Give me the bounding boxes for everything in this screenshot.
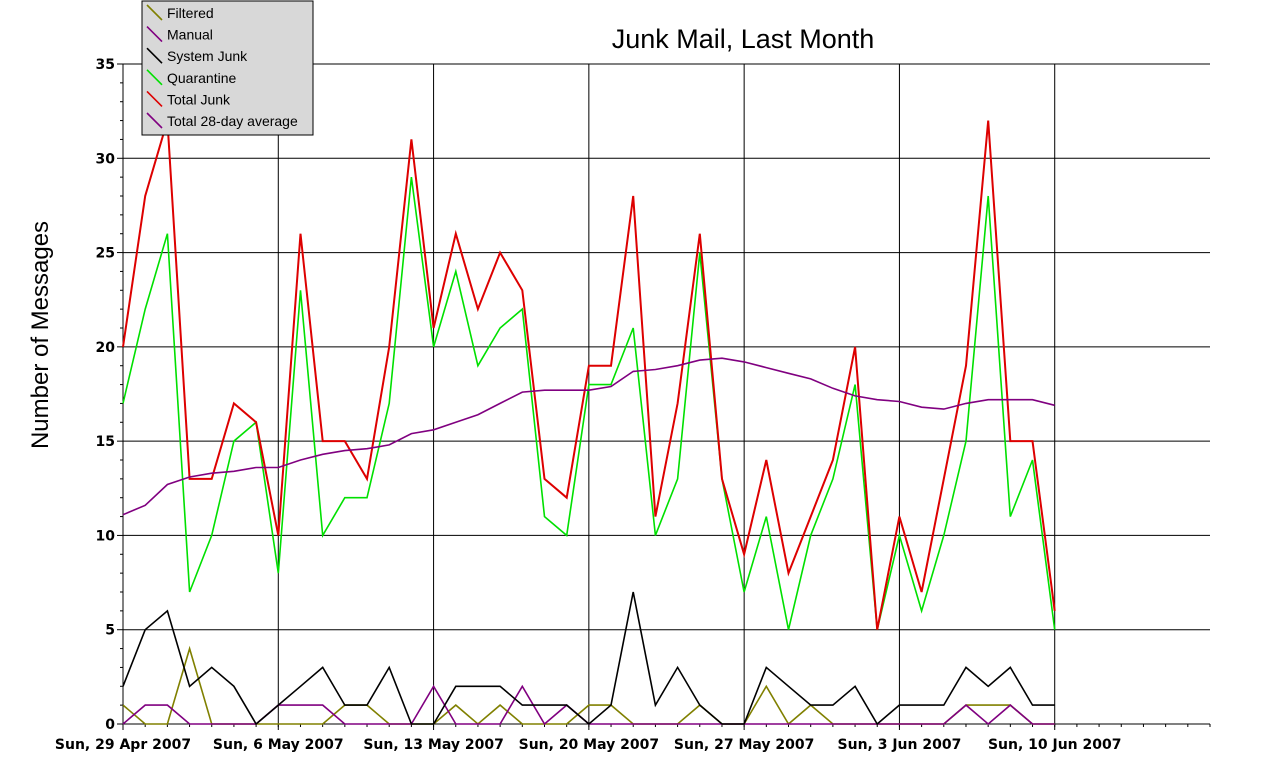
series-line-quarantine	[122, 176, 1056, 630]
y-axis-label: Number of Messages	[27, 221, 54, 449]
legend-label-filtered: Filtered	[167, 5, 214, 21]
y-tick-label: 35	[96, 57, 115, 73]
y-axis-ticks: 0 5 10 15 20 25 30 35	[96, 57, 123, 733]
series-line-total-28-day-average	[122, 357, 1055, 516]
legend: Filtered Manual System Junk Quarantine Total…	[141, 0, 314, 136]
chart-title: Junk Mail, Last Month	[612, 24, 875, 54]
legend-swatch-quarantine	[146, 69, 163, 86]
x-tick-label: Sun, 29 Apr 2007	[55, 737, 191, 753]
y-tick-label: 0	[105, 717, 115, 733]
y-tick-label: 15	[96, 434, 115, 450]
y-tick-label: 10	[96, 528, 116, 544]
x-tick-label: Sun, 13 May 2007	[363, 737, 503, 753]
series-line-system-junk	[122, 591, 1055, 726]
legend-label-quarantine: Quarantine	[167, 70, 236, 86]
y-tick-label: 5	[105, 623, 115, 639]
y-tick-label: 25	[96, 246, 115, 262]
axes	[122, 64, 1210, 725]
legend-swatch-manual	[146, 26, 163, 43]
legend-label-system-junk: System Junk	[167, 48, 248, 64]
legend-swatch-filtered	[146, 4, 163, 21]
series-line-total-junk	[122, 120, 1056, 630]
grid	[123, 63, 1210, 724]
x-tick-label: Sun, 20 May 2007	[519, 737, 659, 753]
x-tick-label: Sun, 6 May 2007	[213, 737, 344, 753]
x-tick-label: Sun, 27 May 2007	[674, 737, 814, 753]
series-lines	[122, 120, 1056, 726]
x-tick-label: Sun, 3 Jun 2007	[838, 737, 962, 753]
x-tick-label: Sun, 10 Jun 2007	[988, 737, 1122, 753]
legend-box	[141, 0, 314, 136]
y-tick-label: 30	[96, 151, 116, 167]
legend-swatch-system-junk	[146, 47, 163, 64]
legend-swatch-total-28-day-average	[146, 112, 163, 129]
legend-swatch-total-junk	[146, 90, 163, 107]
legend-label-total-28-day-average: Total 28-day average	[167, 113, 298, 129]
legend-label-total-junk: Total Junk	[167, 91, 231, 107]
legend-label-manual: Manual	[167, 27, 213, 43]
x-axis-ticks: Sun, 29 Apr 2007 Sun, 6 May 2007 Sun, 13 M…	[55, 724, 1211, 753]
y-tick-label: 20	[96, 340, 116, 356]
